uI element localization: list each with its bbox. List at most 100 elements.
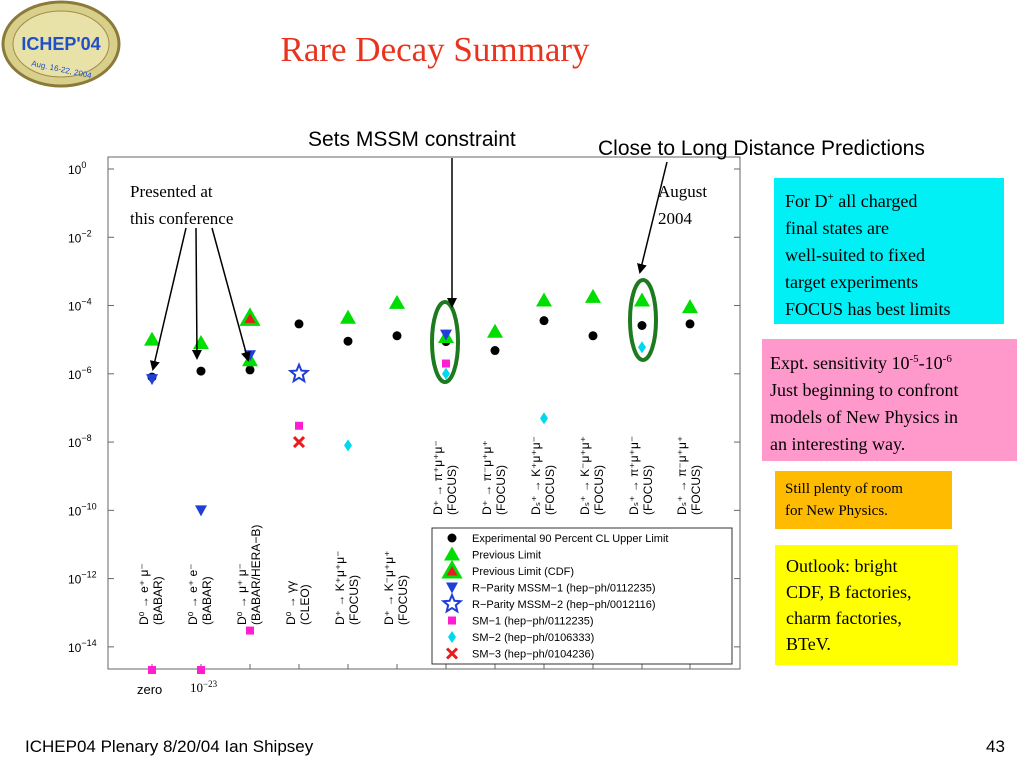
label-august-line-1: August: [658, 182, 707, 201]
arrow-presented-1: [149, 227, 187, 371]
data-point-diamond: [344, 439, 352, 452]
category-label: Dₛ⁺ → K⁻μ⁺μ⁺ (FOCUS): [578, 436, 606, 515]
data-point-square: [295, 421, 303, 430]
category-experiment: (FOCUS): [445, 465, 459, 515]
box-dplus-line-2: final states are: [785, 218, 889, 238]
data-point-triangle: [585, 288, 601, 303]
y-tick-label: 10−14: [68, 638, 97, 655]
info-box-room: Still plenty of room for New Physics.: [775, 471, 952, 529]
category-label: D⁺ → K⁻μ⁺μ⁺ (FOCUS): [382, 550, 410, 625]
category-decay: Dₛ⁺ → π⁺μ⁺μ⁻: [627, 436, 641, 515]
category-decay: D⁰ → e⁺ e⁻: [186, 564, 200, 626]
category-decay: D⁺ → K⁻μ⁺μ⁺: [382, 550, 396, 625]
info-box-outlook: Outlook: bright CDF, B factories, charm …: [775, 545, 958, 665]
box-outlook-line-4: BTeV.: [786, 634, 831, 654]
info-box-sensitivity: Expt. sensitivity 10-5-10-6 Just beginni…: [762, 339, 1017, 461]
data-point-circle: [490, 346, 500, 356]
data-point-triangle: [144, 331, 160, 346]
data-point-circle: [588, 331, 598, 341]
category-decay: Dₛ⁺ → K⁺μ⁺μ⁻: [529, 436, 543, 515]
box-room-line-1: Still plenty of room: [785, 481, 903, 497]
box-dplus-line-5: FOCUS has best limits: [785, 299, 951, 319]
y-tick-label: 10−12: [68, 570, 97, 587]
category-label: Dₛ⁺ → π⁺μ⁺μ⁻ (FOCUS): [627, 436, 655, 515]
category-label: D⁰ → e⁺ μ⁻ (BABAR): [137, 563, 165, 625]
data-point-x: [292, 436, 306, 449]
category-label: D⁺ → π⁻μ⁺μ⁺ (FOCUS): [480, 440, 508, 515]
data-point-triangle: [487, 323, 503, 338]
legend-entry: Experimental 90 Percent CL Upper Limit: [472, 533, 668, 545]
category-decay: D⁺ → π⁺μ⁺μ⁻: [431, 440, 445, 515]
legend-marker-square: [448, 616, 456, 625]
highlight-ellipse-mssm: [430, 300, 460, 384]
arrow-presented-2: [191, 227, 202, 360]
annotation-long-distance: Close to Long Distance Predictions: [598, 137, 925, 160]
y-tick-label: 10−6: [68, 365, 92, 382]
data-point-circle: [539, 316, 549, 326]
category-experiment: (BABAR): [151, 576, 165, 625]
category-label: D⁰ → γγ (CLEO): [284, 581, 312, 625]
data-point-star: [287, 362, 311, 384]
box-sens-line-3: models of New Physics in: [770, 407, 958, 427]
category-experiment: (FOCUS): [494, 465, 508, 515]
data-point-circle: [343, 336, 353, 346]
box-sens-line-2: Just beginning to confront: [770, 380, 959, 400]
data-point-triangle: [536, 292, 552, 307]
annotation-mssm-constraint: Sets MSSM constraint: [308, 128, 516, 151]
y-tick-label: 10−10: [68, 501, 97, 518]
box-dplus-line-3: well-suited to fixed: [785, 245, 925, 265]
legend-marker-circle: [447, 533, 457, 543]
category-decay: D⁺ → π⁻μ⁺μ⁺: [480, 440, 494, 515]
data-point-circle: [637, 321, 647, 331]
category-label: Dₛ⁺ → K⁺μ⁺μ⁻ (FOCUS): [529, 436, 557, 515]
box-sens-line-1: Expt. sensitivity 10-5-10-6: [770, 353, 952, 373]
legend-marker-star: [440, 592, 464, 614]
data-point-square: [197, 666, 205, 674]
category-label: D⁺ → K⁺μ⁺μ⁻ (FOCUS): [333, 550, 361, 625]
box-dplus-line-1: For D+ all charged: [785, 191, 918, 211]
data-point-square: [246, 626, 254, 635]
y-tick-label: 10−2: [68, 228, 92, 245]
page-number: 43: [986, 737, 1005, 756]
category-decay: Dₛ⁺ → K⁻μ⁺μ⁺: [578, 436, 592, 515]
legend-marker-triangle: [444, 546, 460, 561]
data-point-circle: [685, 319, 695, 329]
legend-marker-x: [445, 647, 459, 660]
plot-frame: [107, 156, 741, 670]
box-dplus-line-4: target experiments: [785, 272, 919, 292]
category-decay: D⁰ → e⁺ μ⁻: [137, 563, 151, 625]
box-outlook-line-2: CDF, B factories,: [786, 582, 912, 602]
category-experiment: (FOCUS): [689, 465, 703, 515]
legend-entry: SM−3 (hep−ph/0104236): [472, 649, 594, 661]
label-presented-line-1: Presented at: [130, 182, 213, 201]
info-box-dplus: For D+ all charged final states are well…: [774, 178, 1004, 324]
category-experiment: (BABAR/HERA−B): [249, 525, 263, 625]
data-point-circle: [392, 331, 402, 341]
ichep04-logo: ICHEP'04 Aug. 16-22, 2004: [0, 0, 122, 88]
box-outlook-line-1: Outlook: bright: [786, 556, 898, 576]
category-experiment: (FOCUS): [347, 575, 361, 625]
data-point-triangle-down: [195, 505, 207, 517]
data-point-triangle-down: [146, 374, 158, 386]
data-point-circle: [196, 366, 206, 376]
category-experiment: (FOCUS): [592, 465, 606, 515]
data-point-square: [148, 666, 156, 674]
category-decay: D⁺ → K⁺μ⁺μ⁻: [333, 550, 347, 625]
arrow-presented-3: [211, 227, 251, 362]
legend-entry: Previous Limit: [472, 550, 541, 562]
category-decay: D⁰ → μ⁺ μ⁻: [235, 563, 249, 625]
box-sens-line-4: an interesting way.: [770, 434, 906, 454]
y-tick-label: 10−4: [68, 297, 92, 314]
legend-entry: R−Parity MSSM−1 (hep−ph/0112235): [472, 583, 656, 595]
label-ten-minus-23: 10−23: [190, 679, 218, 695]
legend-marker-triangle-down: [446, 582, 458, 594]
data-point-triangle-down: [440, 329, 452, 341]
data-point-triangle: [682, 299, 698, 314]
data-point-triangle: [340, 309, 356, 324]
logo-text: ICHEP'04: [21, 34, 100, 54]
legend-entry: SM−2 (hep−ph/0106333): [472, 632, 594, 644]
highlight-ellipse-ld: [628, 278, 658, 362]
data-point-circle: [245, 365, 255, 375]
y-tick-label: 10−8: [68, 433, 92, 450]
data-point-triangle-outline: [239, 307, 261, 326]
